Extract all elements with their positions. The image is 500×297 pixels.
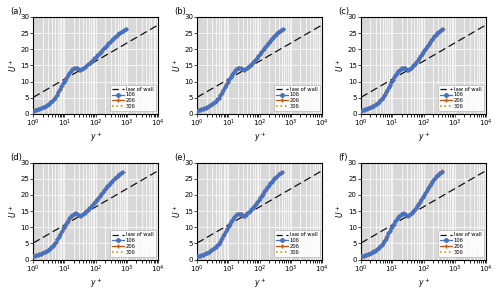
Y-axis label: $U^+$: $U^+$ bbox=[334, 59, 346, 72]
Text: (d): (d) bbox=[10, 153, 22, 162]
X-axis label: $y^+$: $y^+$ bbox=[418, 131, 430, 144]
Text: (a): (a) bbox=[10, 7, 22, 16]
Legend: law of wall, 10δ, 20δ, 30δ: law of wall, 10δ, 20δ, 30δ bbox=[110, 85, 156, 111]
Y-axis label: $U^+$: $U^+$ bbox=[7, 59, 18, 72]
X-axis label: $y^+$: $y^+$ bbox=[254, 131, 266, 144]
Text: (f): (f) bbox=[338, 153, 348, 162]
Legend: law of wall, 10δ, 20δ, 30δ: law of wall, 10δ, 20δ, 30δ bbox=[274, 85, 320, 111]
Y-axis label: $U^+$: $U^+$ bbox=[171, 59, 182, 72]
Text: (b): (b) bbox=[174, 7, 186, 16]
Y-axis label: $U^+$: $U^+$ bbox=[334, 204, 346, 218]
Legend: law of wall, 10δ, 20δ, 30δ: law of wall, 10δ, 20δ, 30δ bbox=[110, 230, 156, 257]
Legend: law of wall, 10δ, 20δ, 30δ: law of wall, 10δ, 20δ, 30δ bbox=[274, 230, 320, 257]
Y-axis label: $U^+$: $U^+$ bbox=[7, 204, 18, 218]
X-axis label: $y^+$: $y^+$ bbox=[90, 276, 102, 290]
X-axis label: $y^+$: $y^+$ bbox=[254, 276, 266, 290]
Text: (c): (c) bbox=[338, 7, 349, 16]
Legend: law of wall, 10δ, 20δ, 30δ: law of wall, 10δ, 20δ, 30δ bbox=[438, 85, 484, 111]
Y-axis label: $U^+$: $U^+$ bbox=[171, 204, 182, 218]
X-axis label: $y^+$: $y^+$ bbox=[418, 276, 430, 290]
Text: (e): (e) bbox=[174, 153, 186, 162]
X-axis label: $y^+$: $y^+$ bbox=[90, 131, 102, 144]
Legend: law of wall, 10δ, 20δ, 30δ: law of wall, 10δ, 20δ, 30δ bbox=[438, 230, 484, 257]
